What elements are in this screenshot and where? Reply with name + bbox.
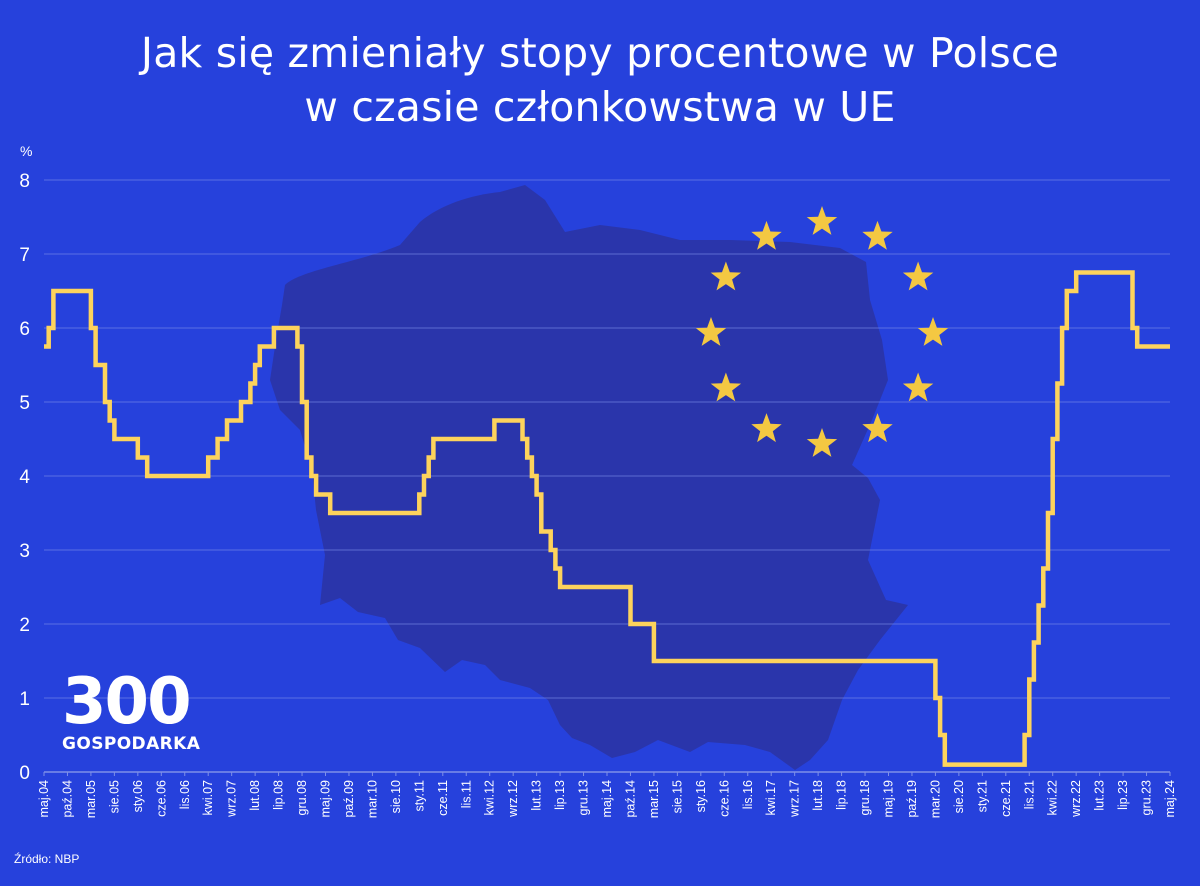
x-tick-label: sty.16: [694, 780, 708, 812]
x-tick-label: sie.15: [670, 780, 684, 813]
x-tick-label: lip.18: [835, 780, 849, 810]
x-tick-label: lut.18: [811, 780, 825, 811]
source-note: Źródło: NBP: [14, 852, 80, 866]
x-tick-label: lis.16: [741, 780, 755, 809]
y-tick-label: 3: [19, 541, 30, 562]
x-tick-label: sty.11: [412, 780, 426, 812]
series-line: [44, 270, 1170, 767]
x-tick-label: wrz.07: [225, 780, 239, 818]
x-tick-label: sie.20: [952, 780, 966, 813]
eu-star-icon: [751, 220, 782, 250]
x-tick-label: paź.19: [905, 780, 919, 818]
x-tick-label: lip.13: [553, 780, 567, 810]
x-tick-label: wrz.12: [506, 780, 520, 818]
x-tick-label: lip.23: [1116, 780, 1130, 810]
x-tick-label: maj.19: [882, 780, 896, 818]
x-tick-label: wrz.17: [788, 780, 802, 818]
x-tick-label: kwi.17: [764, 780, 778, 815]
x-tick-label: sty.06: [131, 780, 145, 812]
x-tick-label: lis.21: [1022, 780, 1036, 809]
x-tick-label: mar.15: [647, 780, 661, 818]
x-tick-label: cze.21: [999, 780, 1013, 817]
x-tick-label: sie.05: [107, 780, 121, 813]
eu-star-icon: [902, 372, 934, 402]
x-tick-label: paź.09: [342, 780, 356, 818]
y-tick-label: 7: [19, 245, 30, 266]
eu-star-icon: [710, 372, 742, 402]
logo-number: 300: [62, 665, 192, 739]
eu-star-icon: [751, 413, 782, 443]
x-tick-label: paź.14: [623, 780, 637, 818]
x-tick-label: maj.04: [37, 780, 51, 818]
y-tick-label: 5: [19, 393, 30, 414]
x-tick-label: sie.10: [389, 780, 403, 813]
y-tick-label: 1: [19, 689, 30, 710]
x-tick-label: sty.21: [975, 780, 989, 812]
eu-star-icon: [806, 206, 838, 235]
x-tick-label: cze.06: [154, 780, 168, 817]
y-axis: 0 1 2 3 4 5 6 7 8: [19, 171, 30, 784]
x-tick-label: maj.09: [319, 780, 333, 818]
y-tick-label: 4: [19, 467, 30, 488]
logo-name: GOSPODARKA: [62, 734, 201, 754]
x-tick-label: cze.11: [436, 780, 450, 816]
x-tick-label: mar.20: [928, 780, 942, 818]
x-tick-label: maj.14: [600, 780, 614, 818]
x-tick-label: gru.08: [295, 780, 309, 815]
y-axis-label: %: [20, 143, 32, 159]
x-tick-label: kwi.22: [1046, 780, 1060, 815]
x-tick-label: lut.23: [1093, 780, 1107, 811]
x-tick-label: mar.05: [84, 780, 98, 818]
x-tick-label: mar.10: [365, 780, 379, 818]
x-tick-label: kwi.07: [201, 780, 215, 815]
y-tick-label: 0: [19, 763, 30, 784]
eu-star-icon: [862, 220, 893, 250]
eu-star-icon: [902, 261, 934, 291]
poland-map-silhouette: [270, 185, 908, 770]
eu-star-icon: [710, 261, 742, 291]
chart-title-line-1: Jak się zmieniały stopy procentowe w Pol…: [140, 29, 1060, 77]
y-tick-label: 8: [19, 171, 30, 192]
chart-title-line-2: w czasie członkowstwa w UE: [304, 83, 896, 131]
eu-star-icon: [695, 317, 727, 346]
eu-star-icon: [862, 413, 893, 443]
x-tick-label: cze.16: [717, 780, 731, 817]
x-tick-label: wrz.22: [1069, 780, 1083, 818]
x-tick-label: lip.08: [272, 780, 286, 810]
x-tick-label: gru.13: [577, 780, 591, 815]
eu-star-icon: [917, 317, 949, 346]
eu-stars: [695, 206, 949, 457]
x-tick-label: lis.11: [459, 780, 473, 808]
x-tick-label: gru.23: [1140, 780, 1154, 815]
x-tick-label: maj.24: [1163, 780, 1177, 818]
x-tick-label: kwi.12: [483, 780, 497, 815]
y-tick-label: 6: [19, 319, 30, 340]
x-axis: maj.04 paź.04 mar.05 sie.05 sty.06 cze.06 lis.…: [37, 772, 1177, 818]
x-tick-label: gru.18: [858, 780, 872, 815]
y-tick-label: 2: [19, 615, 30, 636]
x-tick-label: paź.04: [60, 780, 74, 818]
logo-300-gospodarka: 300 GOSPODARKA: [62, 665, 201, 754]
chart-title: Jak się zmieniały stopy procentowe w Pol…: [0, 26, 1200, 134]
x-tick-label: lut.13: [530, 780, 544, 811]
eu-star-icon: [806, 428, 838, 457]
x-tick-label: lis.06: [178, 780, 192, 809]
x-tick-label: lut.08: [248, 780, 262, 811]
